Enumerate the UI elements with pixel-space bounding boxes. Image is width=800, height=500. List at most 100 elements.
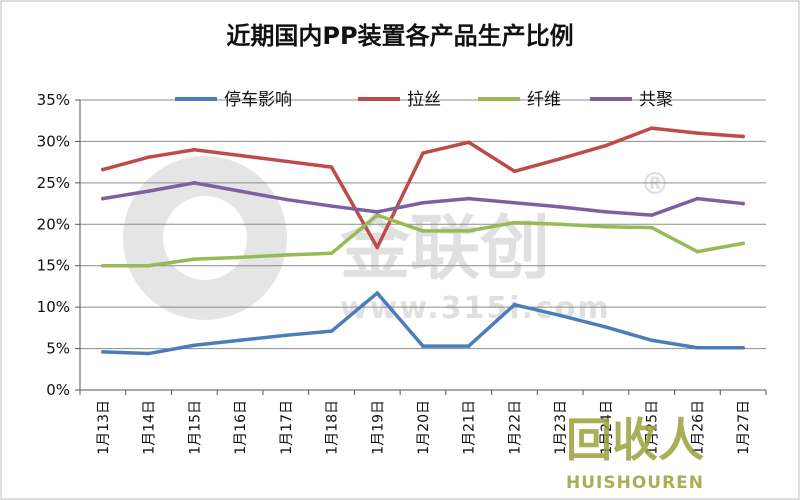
data-point: [466, 196, 471, 201]
data-point: [284, 197, 288, 202]
data-point: [284, 333, 288, 338]
watermark-url: www.315i.com: [340, 291, 611, 326]
data-point: [604, 325, 608, 329]
y-tick-label: 15%: [37, 257, 70, 275]
x-tick-label: 1月15日: [187, 400, 203, 455]
x-tick-label: 1月17日: [279, 400, 295, 455]
data-point: [558, 313, 562, 318]
data-point: [238, 189, 242, 193]
data-point: [192, 343, 197, 348]
tick-labels: 0% 5% 10% 15% 20% 25% 30% 35% 1月13日 1月14日 1月15日 1月1…: [37, 91, 752, 455]
data-point: [421, 200, 425, 205]
data-point: [329, 329, 334, 333]
watermark: 金联创 ® www.315i.com: [123, 156, 670, 326]
watermark-logo-circle: [123, 156, 287, 320]
data-point: [649, 126, 654, 130]
watermark-brand: 金联创: [339, 207, 550, 289]
data-point: [604, 210, 608, 214]
data-point: [284, 253, 288, 257]
x-tick-label: 1月23日: [553, 400, 569, 455]
data-point: [512, 220, 517, 225]
x-tick-label: 1月21日: [462, 400, 478, 455]
series: [101, 126, 745, 356]
data-point: [375, 291, 380, 295]
data-point: [741, 345, 745, 350]
data-point: [146, 189, 151, 193]
legend-label: 拉丝: [407, 90, 441, 110]
data-point: [101, 167, 105, 172]
corner-watermark-sub: HUISHOUREN: [566, 473, 704, 493]
legend: 停车影响 拉丝 纤维 共聚: [175, 90, 673, 110]
data-point: [101, 263, 105, 268]
x-tick-label: 1月27日: [736, 400, 752, 455]
data-point: [238, 338, 242, 343]
data-point: [146, 263, 151, 268]
x-tick-label: 1月13日: [96, 400, 112, 455]
data-point: [375, 210, 380, 214]
data-point: [558, 205, 562, 209]
data-point: [329, 251, 334, 256]
data-point: [741, 241, 745, 246]
data-point: [558, 222, 562, 227]
data-point: [101, 350, 105, 354]
y-tick-label: 25%: [37, 174, 70, 192]
y-tick-label: 20%: [37, 215, 70, 233]
corner-watermark: 回收人 HUISHOUREN: [566, 413, 704, 493]
data-point: [558, 157, 562, 161]
legend-label: 停车影响: [224, 90, 292, 110]
data-point: [329, 204, 334, 208]
x-tick-label: 1月20日: [416, 400, 432, 455]
watermark-logo-hole: [163, 196, 247, 280]
data-point: [375, 245, 380, 250]
data-point: [649, 213, 654, 217]
watermark-registered: ®: [640, 167, 670, 202]
data-point: [741, 201, 745, 206]
chart-title: 近期国内PP装置各产品生产比例: [226, 22, 573, 50]
x-tick-label: 1月26日: [690, 400, 706, 455]
data-point: [695, 249, 700, 254]
y-tick-label: 10%: [37, 298, 70, 316]
data-point: [421, 229, 425, 233]
axes: [75, 99, 767, 395]
x-tick-label: 1月14日: [142, 400, 158, 455]
data-point: [375, 213, 380, 217]
data-point: [146, 351, 151, 356]
data-point: [466, 140, 471, 145]
data-point: [512, 169, 517, 174]
x-tick-label: 1月18日: [325, 400, 341, 455]
x-tick-label: 1月24日: [599, 400, 615, 455]
data-point: [695, 196, 700, 201]
data-point: [695, 345, 700, 350]
data-point: [466, 344, 471, 348]
data-point: [192, 257, 197, 261]
corner-watermark-text: 回收人: [566, 413, 704, 467]
data-point: [146, 155, 151, 159]
data-point: [192, 181, 197, 185]
x-tick-label: 1月19日: [370, 400, 386, 455]
data-point: [604, 224, 608, 229]
data-point: [192, 147, 197, 152]
data-point: [741, 134, 745, 139]
y-tick-label: 0%: [46, 381, 70, 399]
data-point: [101, 196, 105, 201]
data-point: [649, 225, 654, 230]
data-point: [238, 255, 242, 260]
y-tick-label: 5%: [46, 340, 70, 358]
data-point: [649, 338, 654, 343]
legend-label: 纤维: [527, 90, 561, 110]
data-point: [421, 344, 425, 348]
data-point: [695, 131, 700, 135]
data-point: [466, 229, 471, 233]
data-point: [329, 165, 334, 169]
data-point: [604, 143, 608, 148]
legend-label: 共聚: [639, 90, 673, 110]
x-tick-label: 1月22日: [507, 400, 523, 455]
data-point: [284, 159, 288, 164]
data-point: [421, 151, 425, 155]
data-point: [512, 302, 517, 307]
y-tick-label: 30%: [37, 132, 70, 150]
data-point: [238, 153, 242, 158]
